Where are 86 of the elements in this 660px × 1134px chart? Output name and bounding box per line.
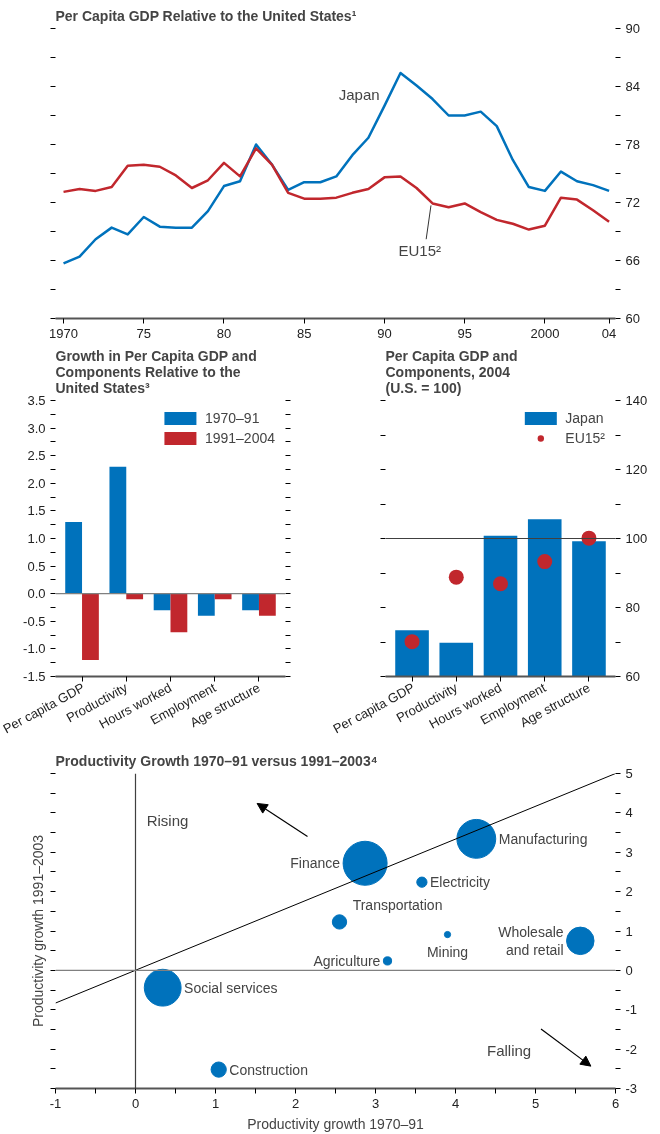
x-tick-label: 3 (371, 1095, 380, 1111)
bar (82, 593, 99, 660)
x-tick-label: 04 (601, 325, 617, 341)
y-tick-label: 72 (625, 195, 640, 210)
bar (126, 593, 144, 600)
line-series (62, 147, 611, 231)
legend-label: EU15² (565, 430, 605, 446)
x-axis-title: Productivity growth 1970–91 (247, 1115, 425, 1132)
y-tick-label: 100 (625, 531, 648, 546)
y-tick-label: -1.5 (23, 669, 46, 684)
y-tick-label: 90 (625, 21, 640, 36)
x-tick-label: 4 (451, 1095, 460, 1111)
y-tick-label: 120 (625, 462, 648, 477)
annotation: Transportation (352, 896, 443, 913)
y-tick-label: 2.0 (27, 475, 46, 491)
bar (214, 593, 232, 600)
y-tick-label: 1.5 (27, 503, 46, 519)
legend-label: Japan (565, 410, 604, 426)
y-tick-label: 1.0 (27, 531, 46, 546)
chart-title: Growth in Per Capita GDP and Components Relative to the United States³ (55, 347, 257, 396)
bar (197, 593, 215, 616)
y-tick-label: 5 (625, 766, 633, 781)
y-tick-label: 1 (625, 923, 633, 939)
annotation: Wholesale and retail (498, 924, 564, 958)
chart-title: Per Capita GDP and Components, 2004 (U.S. = 100) (385, 347, 518, 396)
annotation: Falling (487, 1042, 532, 1060)
y-tick-label: -1 (625, 1002, 638, 1018)
point (404, 634, 420, 650)
y-tick-label: 2.5 (27, 448, 46, 464)
x-tick-label: 1 (211, 1095, 220, 1111)
x-tick-label: 85 (296, 325, 312, 341)
point (448, 569, 464, 585)
chart-title: Per Capita GDP Relative to the United States¹ (55, 7, 357, 24)
x-tick-label: 1970 (49, 325, 78, 341)
y-tick-label: 2 (625, 884, 633, 900)
bar (109, 466, 127, 594)
annotation: Manufacturing (498, 830, 588, 847)
y-tick-label: 80 (625, 600, 640, 615)
x-tick-label: 2 (291, 1095, 300, 1111)
y-tick-label: 4 (625, 805, 633, 821)
text: EU15² (398, 242, 442, 260)
y-tick-label: 84 (625, 79, 640, 94)
y-tick-label: -1.0 (23, 641, 46, 657)
legend-label: 1970–91 (204, 410, 260, 426)
line-series (62, 71, 611, 265)
y-tick-label: 60 (625, 311, 640, 326)
legend-label: 1991–2004 (204, 430, 275, 446)
y-tick-label: 3.0 (27, 420, 46, 436)
y-tick-label: -3 (625, 1081, 638, 1096)
y-tick-label: 66 (625, 253, 640, 268)
x-tick-label: 6 (611, 1095, 620, 1111)
point (537, 554, 553, 570)
y-tick-label: 0.5 (27, 558, 46, 574)
bar (242, 593, 259, 611)
y-tick-label: 60 (625, 669, 640, 684)
x-tick-label: 80 (216, 325, 232, 341)
annotation: Electricity (430, 874, 490, 891)
point (493, 576, 508, 592)
x-tick-label: 5 (531, 1095, 540, 1111)
bar (170, 593, 188, 633)
y-tick-label: -2 (625, 1041, 638, 1057)
y-tick-label: 3.5 (27, 393, 46, 408)
y-tick-label: 3 (625, 844, 633, 860)
bar (258, 593, 276, 616)
series-label: Japan (338, 85, 380, 103)
x-tick-label: 90 (377, 325, 392, 341)
annotation: Construction (229, 1061, 308, 1078)
y-tick-label: 0.0 (27, 586, 46, 602)
annotation: Agriculture (313, 952, 381, 969)
x-tick-label: -1 (49, 1095, 62, 1111)
y-tick-label: 78 (625, 137, 640, 152)
y-tick-label: 140 (625, 393, 648, 408)
annotation: Rising (146, 812, 189, 830)
chart-title: Productivity Growth 1970–91 versus 1991–2003⁴ (55, 752, 378, 769)
bar (65, 521, 83, 594)
bar (153, 593, 171, 611)
x-tick-label: 75 (136, 325, 151, 341)
y-axis-title: Productivity growth 1991–2003 (29, 834, 46, 1028)
annotation: Social services (184, 979, 278, 996)
y-tick-label: -0.5 (23, 613, 46, 629)
annotation: Finance (290, 855, 341, 872)
x-tick-label: 2000 (530, 325, 560, 341)
x-tick-label: 95 (457, 325, 472, 341)
y-tick-label: 0 (625, 962, 633, 978)
x-tick-label: 0 (131, 1095, 140, 1111)
annotation: Mining (426, 943, 469, 960)
